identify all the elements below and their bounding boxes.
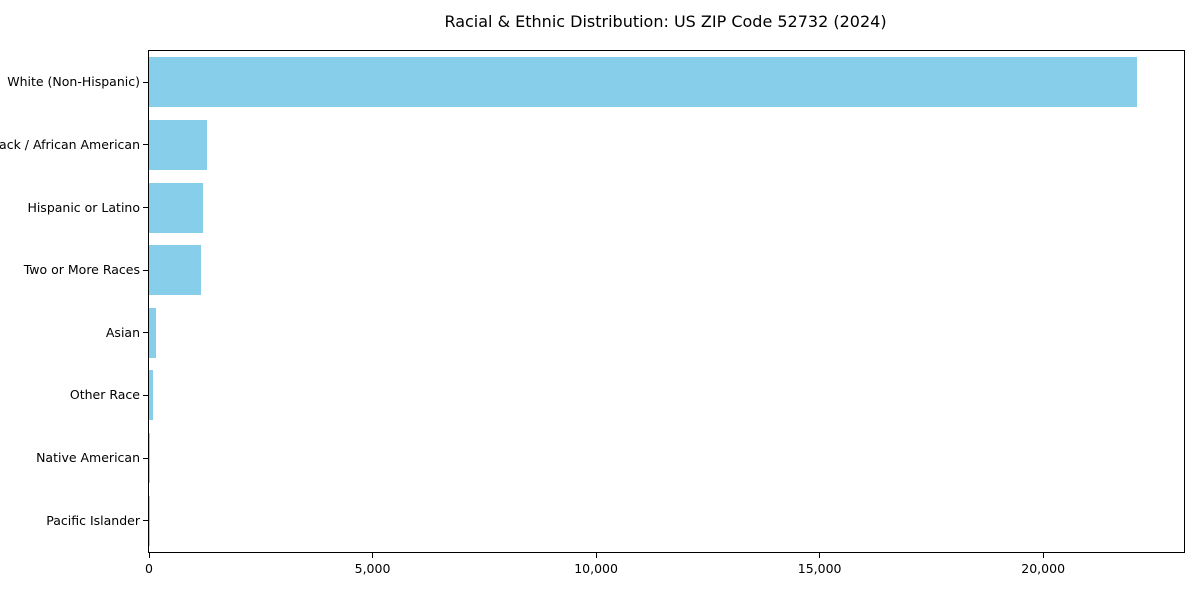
y-axis-category-label: Black / African American [0,136,140,152]
x-axis-tick [595,553,597,558]
y-axis-category-label: Other Race [69,387,140,403]
x-axis-tick [148,553,150,558]
y-axis-category-label: Hispanic or Latino [27,199,140,215]
y-axis-tick [143,520,148,522]
x-axis-tick [1042,553,1044,558]
y-axis-category-label: Native American [36,450,140,466]
chart-title: Racial & Ethnic Distribution: US ZIP Cod… [444,12,887,31]
x-axis-tick-label: 10,000 [574,561,618,576]
y-axis-category-label: Two or More Races [23,262,140,278]
plot-area: White (Non-Hispanic) Black / African Amer… [0,50,1185,576]
y-axis-tick [143,81,148,83]
x-axis-tick-label: 0 [145,561,153,576]
y-axis-tick [143,457,148,459]
x-axis-tick-label: 5,000 [354,561,391,576]
bar-hispanic-or-latino [149,182,203,233]
x-axis-tick-label: 15,000 [797,561,842,576]
y-axis-tick [143,269,148,271]
y-axis-tick [143,144,148,146]
x-axis-tick-label: 20,000 [1021,561,1066,576]
bar-white-non-hispanic [149,57,1138,108]
x-axis-tick [372,553,374,558]
x-axis-tick [819,553,821,558]
y-axis-category-label: Asian [105,324,140,340]
y-axis-tick [143,332,148,334]
y-axis-category-label: Pacific Islander [46,512,140,528]
y-axis-tick [143,394,148,396]
y-axis-category-label: White (Non-Hispanic) [7,74,140,90]
bar-black-african-american [149,119,208,170]
y-axis-tick [143,207,148,209]
bar-two-or-more-races [149,245,202,296]
bar-native-american [149,433,151,484]
bar-asian [149,307,156,358]
bar-other-race [149,370,153,421]
